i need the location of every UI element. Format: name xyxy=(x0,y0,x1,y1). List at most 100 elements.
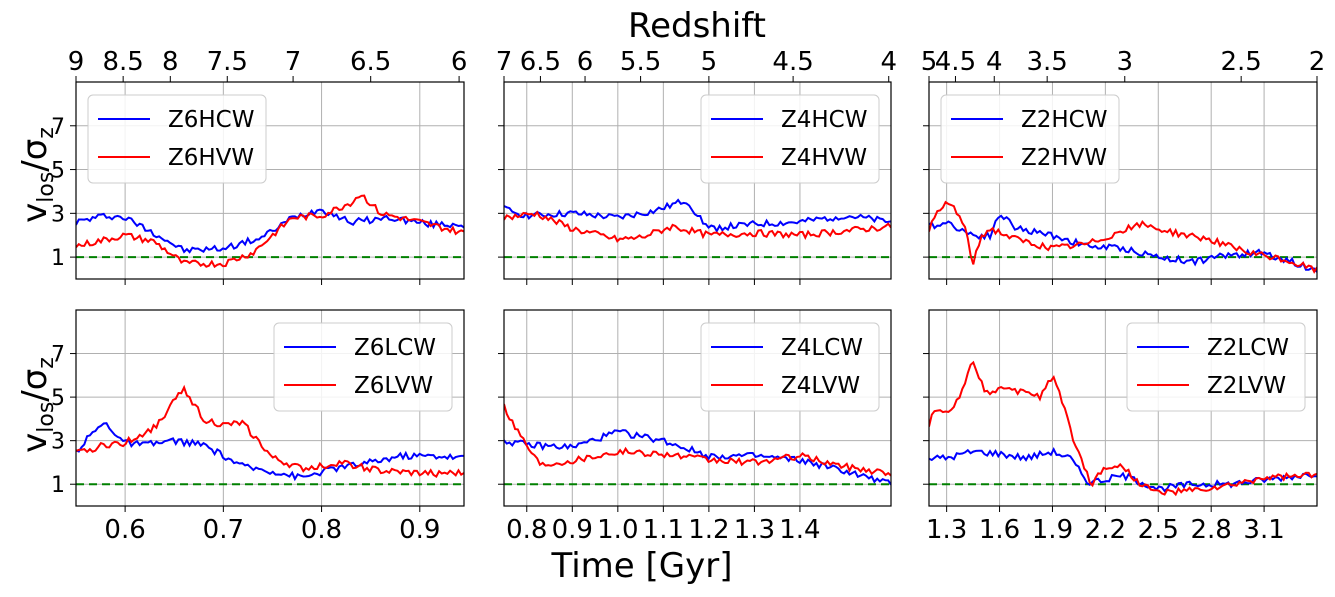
legend-label: Z6LVW xyxy=(354,373,433,399)
top-tick-label: 6 xyxy=(577,47,594,77)
panel-row2-col1: 1 3 5 7 0.6 0.7 0.8 0.9 Z6LCW Z6LVW xyxy=(51,309,465,545)
legend: Z2HCW Z2HVW xyxy=(940,94,1120,184)
x-tick-label: 2.2 xyxy=(1085,515,1126,545)
axes-frame xyxy=(928,309,1318,507)
axes-frame xyxy=(75,309,465,507)
series-line-Z4HVW xyxy=(504,210,891,243)
y-tick-label: 1 xyxy=(51,246,65,271)
x-tick-label: 1.0 xyxy=(597,515,638,545)
series-line-Z2HVW xyxy=(929,200,1317,274)
legend: Z4HCW Z4HVW xyxy=(700,94,880,184)
legend-label: Z6LCW xyxy=(354,335,436,361)
axes-frame xyxy=(503,81,892,280)
x-tick-label: 1.4 xyxy=(779,515,820,545)
legend-box xyxy=(940,94,1120,184)
series-line-Z4HCW xyxy=(504,198,891,234)
legend-box xyxy=(87,94,267,184)
x-tick-label: 0.6 xyxy=(104,515,145,545)
x-tick-label: 1.9 xyxy=(1032,515,1073,545)
top-tick-label: 8.5 xyxy=(102,47,143,77)
top-tick-label: 7 xyxy=(285,47,302,77)
top-tick-label: 5 xyxy=(921,47,938,77)
legend-label: Z2HVW xyxy=(1021,145,1107,171)
y-tick-label: 1 xyxy=(51,473,65,498)
legend-label: Z4HVW xyxy=(781,145,867,171)
series-line-Z4LVW xyxy=(504,403,891,477)
y-tick-label: 5 xyxy=(51,159,65,184)
top-tick-label: 6 xyxy=(451,47,468,77)
x-tick-label: 0.7 xyxy=(203,515,244,545)
axes-frame xyxy=(503,309,892,507)
top-tick-label: 4.5 xyxy=(935,47,976,77)
redshift-label: Redshift xyxy=(628,6,766,46)
legend: Z6HCW Z6HVW xyxy=(87,94,267,184)
legend-label: Z2HCW xyxy=(1021,107,1108,133)
y-tick-label: 3 xyxy=(51,202,65,227)
legend-label: Z6HCW xyxy=(168,107,255,133)
x-tick-label: 1.2 xyxy=(688,515,729,545)
y-tick-label: 3 xyxy=(51,430,65,455)
series-line-Z2HCW xyxy=(929,214,1317,273)
legend-label: Z4HCW xyxy=(781,107,868,133)
legend: Z6LCW Z6LVW xyxy=(273,322,453,412)
axes-frame xyxy=(928,81,1318,280)
legend-box xyxy=(273,322,453,412)
y-tick-label: 7 xyxy=(51,115,65,140)
top-tick-label: 8 xyxy=(162,47,179,77)
legend-label: Z2LCW xyxy=(1207,335,1289,361)
top-tick-label: 2.5 xyxy=(1220,47,1261,77)
panel-row1-col2: 7 6.5 6 5.5 5 4.5 4 Z4HCW Z4HVW xyxy=(496,47,897,285)
x-tick-label: 0.8 xyxy=(301,515,342,545)
x-tick-label: 0.9 xyxy=(552,515,593,545)
top-tick-label: 4.5 xyxy=(772,47,813,77)
y-tick-label: 5 xyxy=(51,386,65,411)
top-tick-label: 3 xyxy=(1116,47,1133,77)
legend-box xyxy=(700,322,880,412)
legend-label: Z2LVW xyxy=(1207,373,1286,399)
x-tick-label: 2.8 xyxy=(1191,515,1232,545)
axes-frame xyxy=(75,81,465,280)
y-axis-label-top: vlos/σz xyxy=(15,127,59,223)
panel-row1-col1: 1 3 5 7 9 8.5 8 7.5 7 6.5 6 Z6HCW Z6HVW xyxy=(51,47,467,285)
series-line-Z6LCW xyxy=(76,422,464,482)
x-tick-label: 1.3 xyxy=(734,515,775,545)
top-tick-label: 5 xyxy=(701,47,718,77)
x-tick-label: 0.9 xyxy=(399,515,440,545)
series-line-Z6LVW xyxy=(76,384,464,479)
y-tick-label: 7 xyxy=(51,343,65,368)
top-tick-label: 2 xyxy=(1309,47,1326,77)
legend-label: Z6HVW xyxy=(168,145,254,171)
x-tick-label: 1.3 xyxy=(926,515,967,545)
time-label: Time [Gyr] xyxy=(551,546,733,586)
top-tick-label: 7.5 xyxy=(207,47,248,77)
x-tick-label: 1.1 xyxy=(643,515,684,545)
y-axis-label-bottom: vlos/σz xyxy=(15,357,59,453)
x-tick-label: 2.5 xyxy=(1138,515,1179,545)
panel-row2-col3: 1.3 1.6 1.9 2.2 2.5 2.8 3.1 Z2LCW Z2LVW xyxy=(923,309,1318,545)
legend-box xyxy=(1126,322,1306,412)
panel-row2-col2: 0.8 0.9 1.0 1.1 1.2 1.3 1.4 Z4LCW Z4LVW xyxy=(498,309,892,545)
legend-label: Z4LCW xyxy=(781,335,863,361)
top-tick-label: 6.5 xyxy=(350,47,391,77)
legend: Z2LCW Z2LVW xyxy=(1126,322,1306,412)
legend-label: Z4LVW xyxy=(781,373,860,399)
series-line-Z2LVW xyxy=(929,360,1317,497)
x-tick-label: 1.6 xyxy=(979,515,1020,545)
x-tick-label: 3.1 xyxy=(1243,515,1284,545)
top-tick-label: 7 xyxy=(496,47,513,77)
top-tick-label: 4 xyxy=(880,47,897,77)
top-tick-label: 4 xyxy=(986,47,1003,77)
legend: Z4LCW Z4LVW xyxy=(700,322,880,412)
legend-box xyxy=(700,94,880,184)
panel-row1-col3: 54.5 4 3.5 3 2.5 2 Z2HCW Z2HVW xyxy=(921,47,1326,285)
series-line-Z2LCW xyxy=(929,446,1317,493)
top-tick-label: 6.5 xyxy=(520,47,561,77)
top-tick-label: 9 xyxy=(68,47,85,77)
x-tick-label: 0.8 xyxy=(506,515,547,545)
top-tick-label: 3.5 xyxy=(1026,47,1067,77)
series-line-Z4LCW xyxy=(504,429,891,486)
top-tick-label: 5.5 xyxy=(620,47,661,77)
series-line-Z6HVW xyxy=(76,194,464,269)
